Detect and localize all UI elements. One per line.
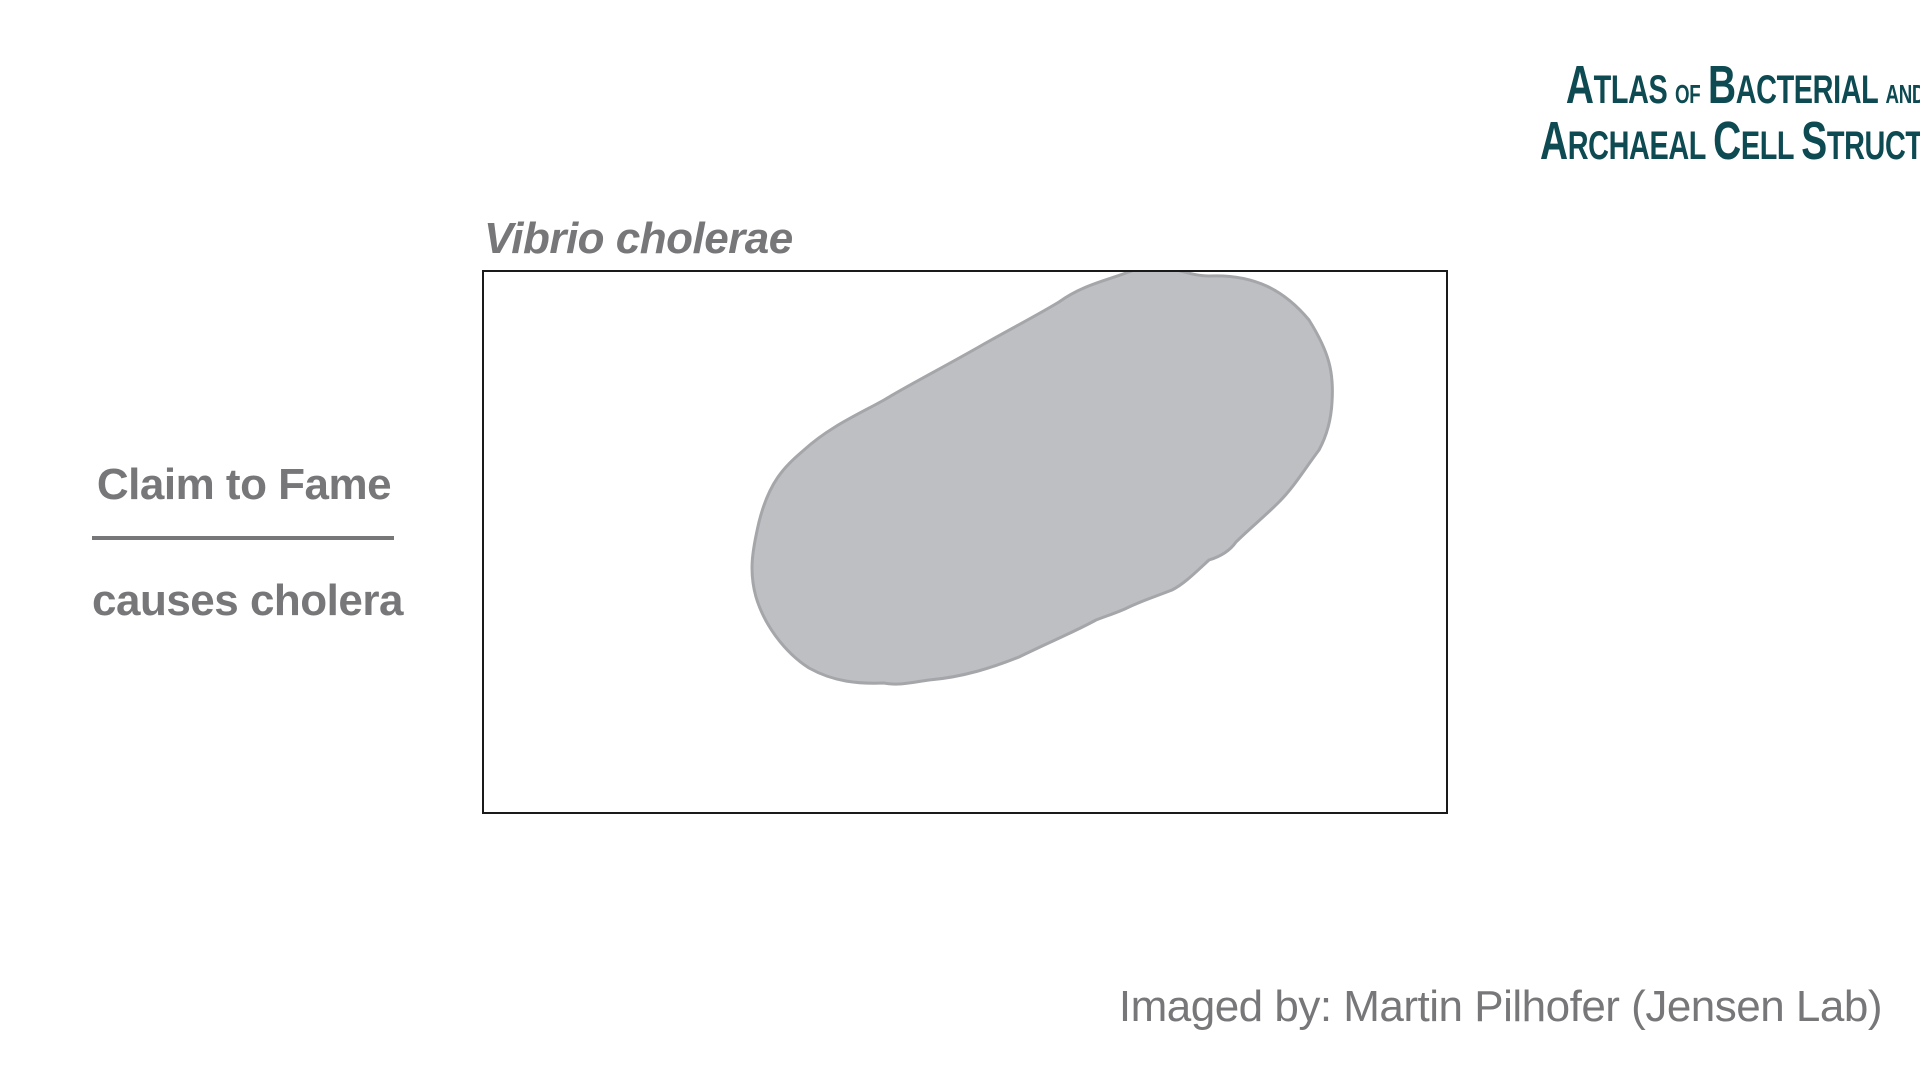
logo-initial-s: S — [1801, 111, 1827, 171]
logo-word-of: of — [1675, 79, 1700, 109]
logo-word-ell: ell — [1741, 124, 1794, 168]
claim-text: causes cholera — [92, 576, 396, 626]
species-title: Vibrio cholerae — [484, 214, 793, 264]
bacterium-cell — [752, 272, 1332, 684]
image-frame — [482, 270, 1448, 814]
logo-initial-a2: A — [1540, 111, 1568, 171]
image-credit: Imaged by: Martin Pilhofer (Jensen Lab) — [1119, 982, 1882, 1032]
logo-word-tlas: tlas — [1594, 68, 1668, 112]
logo-word-tructure: tructure — [1827, 124, 1920, 168]
logo-word-acterial: acterial — [1736, 68, 1878, 112]
claim-heading: Claim to Fame — [92, 460, 396, 510]
logo-initial-c: C — [1713, 111, 1741, 171]
atlas-logo: Atlas of Bacterial and Archaeal Cell Str… — [1540, 58, 1785, 168]
cell-illustration — [484, 272, 1448, 814]
logo-line-1: Atlas of Bacterial and — [1566, 58, 1785, 112]
logo-initial-b: B — [1708, 55, 1736, 115]
logo-initial-a: A — [1566, 55, 1594, 115]
logo-word-rchaeal: rchaeal — [1568, 124, 1706, 168]
logo-word-and: and — [1886, 79, 1920, 109]
claim-divider — [92, 536, 394, 540]
logo-line-2: Archaeal Cell Structure — [1540, 114, 1785, 168]
